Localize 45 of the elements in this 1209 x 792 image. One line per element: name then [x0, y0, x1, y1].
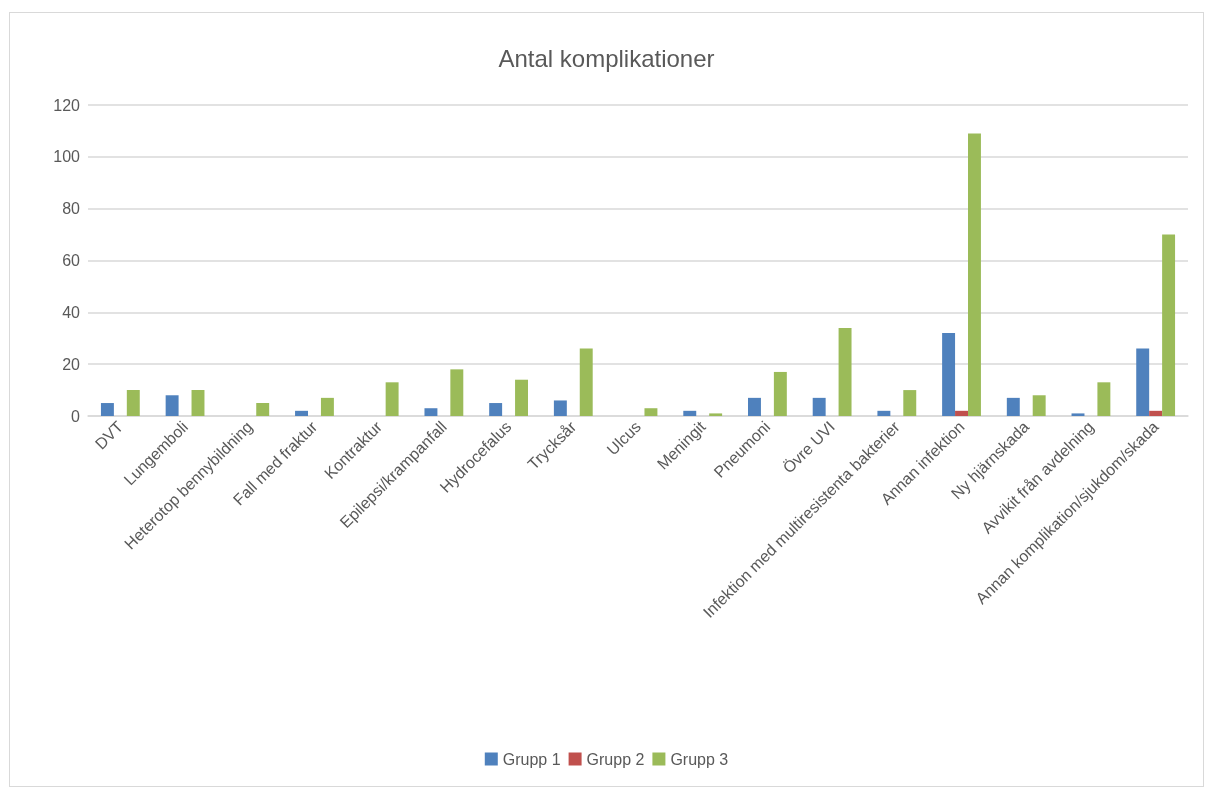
y-tick-label: 80 [62, 200, 81, 218]
bar [553, 400, 567, 416]
bar [1071, 413, 1085, 416]
bar [1032, 395, 1046, 416]
bar [1162, 234, 1176, 416]
bar [424, 408, 438, 416]
y-tick-label: 60 [62, 252, 81, 269]
legend-label: Grupp 1 [502, 750, 561, 768]
bar [955, 410, 968, 416]
bar [385, 382, 399, 416]
bar [191, 390, 205, 416]
bar [320, 397, 334, 416]
bar [903, 390, 917, 416]
y-tick-label: 0 [71, 407, 81, 425]
legend-label: Grupp 3 [670, 750, 729, 768]
bar [683, 410, 697, 416]
bar [812, 397, 826, 416]
legend-label: Grupp 2 [586, 750, 645, 768]
bar [968, 133, 981, 416]
chart-title: Antal komplikationer [498, 44, 715, 72]
bar [1097, 382, 1111, 416]
bar [100, 403, 114, 416]
bar [942, 333, 956, 416]
bar [515, 379, 528, 416]
y-tick-label: 100 [53, 148, 81, 166]
bar [1149, 410, 1163, 416]
bar [256, 403, 270, 416]
bar [877, 410, 891, 416]
bar [1136, 348, 1150, 416]
y-tick-label: 20 [62, 355, 81, 373]
bar [1006, 397, 1020, 416]
bar [709, 413, 723, 416]
y-tick-label: 120 [53, 96, 81, 114]
bar [489, 403, 503, 416]
bar [748, 397, 761, 416]
bar [838, 327, 852, 416]
y-tick-label: 40 [62, 303, 81, 321]
bar [165, 395, 179, 416]
bar [295, 410, 308, 416]
bar [450, 369, 464, 416]
x-tick-label: Övre UVI [779, 417, 839, 477]
bar [579, 348, 593, 416]
bar [644, 408, 658, 416]
bar [773, 371, 787, 416]
bar [126, 390, 140, 416]
